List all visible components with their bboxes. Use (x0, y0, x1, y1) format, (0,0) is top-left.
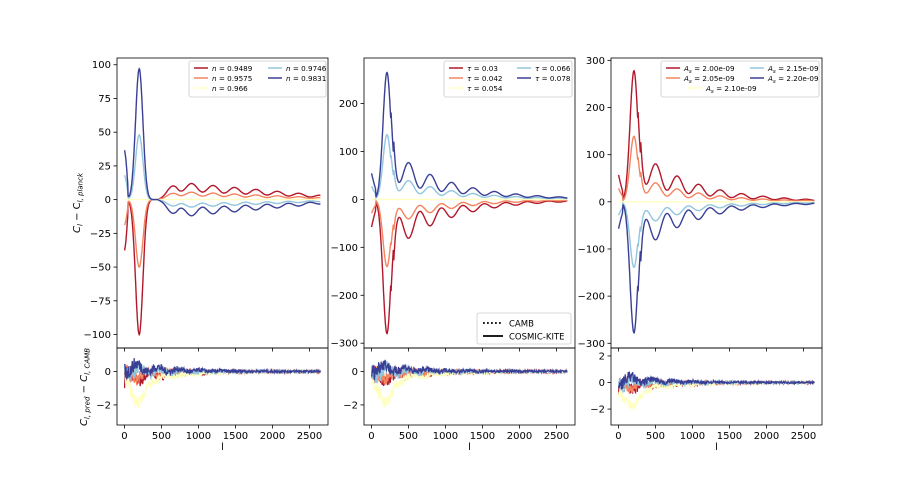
series-line-2 (617, 135, 815, 203)
residual-plot-area (117, 348, 328, 425)
residual-frame (363, 347, 576, 426)
legend-entry-2: n = 0.9575 (212, 74, 252, 83)
x-tick-label: 1000 (680, 431, 705, 442)
main-plot-area (364, 58, 575, 348)
x-tick-label: 500 (152, 431, 171, 442)
legend-entry-5: τ = 0.078 (535, 74, 571, 83)
y-tick-label: 25 (98, 161, 111, 172)
residual-plot-area (611, 348, 822, 425)
x-tick-label: 0 (368, 431, 374, 442)
y-tick-label: −300 (331, 339, 358, 350)
residual-y-tick-label: 0 (105, 367, 111, 378)
x-tick-label: 2000 (754, 431, 779, 442)
residual-y-axis-label: Cl, pred − Cl, CAMB (79, 348, 92, 426)
residual-y-tick-label: −2 (343, 400, 358, 411)
x-tick-label: 1500 (470, 431, 495, 442)
legend-entry-4: τ = 0.066 (535, 64, 571, 73)
y-tick-label: −100 (331, 243, 358, 254)
x-tick-label: 1500 (717, 431, 742, 442)
series-line-1 (617, 69, 815, 202)
y-tick-label: −100 (84, 330, 111, 341)
residual-y-tick-label: 2 (599, 351, 605, 362)
series-line-5 (370, 71, 568, 199)
y-tick-label: −50 (90, 263, 111, 274)
y-tick-label: 0 (599, 197, 605, 208)
x-axis-label: l (468, 442, 471, 453)
y-tick-label: 75 (98, 94, 111, 105)
residual-y-tick-label: 0 (599, 378, 605, 389)
y-tick-label: 0 (105, 195, 111, 206)
y-tick-label: 100 (339, 147, 358, 158)
x-tick-label: 1500 (223, 431, 248, 442)
x-axis-label: l (715, 442, 718, 453)
series-line-5 (123, 67, 321, 217)
style-legend-label: CAMB (509, 320, 534, 330)
legend-box (443, 60, 573, 98)
y-tick-label: −25 (90, 229, 111, 240)
x-tick-label: 0 (615, 431, 621, 442)
residual-y-tick-label: −2 (590, 405, 605, 416)
legend-entry-5: n = 0.9831 (286, 74, 326, 83)
x-tick-label: 2000 (507, 431, 532, 442)
legend-entry-1: τ = 0.03 (467, 64, 498, 73)
residual-y-tick-label: −2 (96, 400, 111, 411)
series-line-5 (617, 202, 815, 334)
legend-entry-1: As = 2.00e-09 (683, 64, 735, 75)
x-tick-label: 2000 (260, 431, 285, 442)
legend-entry-4: As = 2.15e-09 (767, 64, 819, 75)
residual-line-5 (371, 359, 568, 381)
x-tick-label: 500 (646, 431, 665, 442)
legend-entry-3: τ = 0.054 (467, 84, 503, 93)
y-axis-label: Cl − Cl, planck (72, 172, 85, 233)
y-tick-label: −100 (578, 244, 605, 255)
legend-entry-2: As = 2.05e-09 (683, 74, 735, 85)
panel-n: −100 −75 −50 −25 0 25 50 75 100 −2 0 0 500 1000 1500 20… (72, 57, 329, 453)
residual-frame (610, 347, 823, 426)
y-tick-label: −75 (90, 296, 111, 307)
panel-As: −300 −200 −100 0 100 200 300 −2 0 2 0 500 1000 1500 20… (578, 56, 823, 453)
legend-entry-5: As = 2.20e-09 (767, 74, 819, 85)
x-axis-label: l (221, 442, 224, 453)
y-tick-label: 200 (586, 103, 605, 114)
y-tick-label: 100 (586, 150, 605, 161)
x-tick-label: 500 (399, 431, 418, 442)
residual-y-tick-label: 0 (352, 367, 358, 378)
y-tick-label: −200 (578, 292, 605, 303)
x-tick-label: 2500 (297, 431, 322, 442)
x-tick-label: 2500 (791, 431, 816, 442)
series-line-2 (370, 199, 568, 268)
y-tick-label: 100 (92, 60, 111, 71)
x-tick-label: 2500 (544, 431, 569, 442)
y-tick-label: −200 (331, 291, 358, 302)
y-tick-label: 50 (98, 128, 111, 139)
legend-entry-4: n = 0.9746 (286, 64, 327, 73)
series-line-4 (617, 201, 815, 269)
residual-line-5 (124, 358, 321, 380)
x-tick-label: 1000 (186, 431, 211, 442)
legend-entry-3: n = 0.966 (212, 84, 248, 93)
residual-frame (116, 347, 329, 426)
legend-entry-3: As = 2.10e-09 (705, 84, 757, 95)
y-tick-label: 0 (352, 195, 358, 206)
x-tick-label: 0 (121, 431, 127, 442)
series-line-1 (370, 200, 568, 335)
style-legend-label: COSMIC-KITE (509, 333, 565, 343)
y-tick-label: 200 (339, 99, 358, 110)
series-line-4 (370, 133, 568, 200)
residual-line-5 (618, 371, 815, 390)
x-tick-label: 1000 (433, 431, 458, 442)
legend-entry-2: τ = 0.042 (467, 74, 503, 83)
y-tick-label: 300 (586, 56, 605, 67)
y-tick-label: −300 (578, 339, 605, 350)
legend-box (188, 60, 327, 98)
legend-entry-1: n = 0.9489 (212, 64, 253, 73)
